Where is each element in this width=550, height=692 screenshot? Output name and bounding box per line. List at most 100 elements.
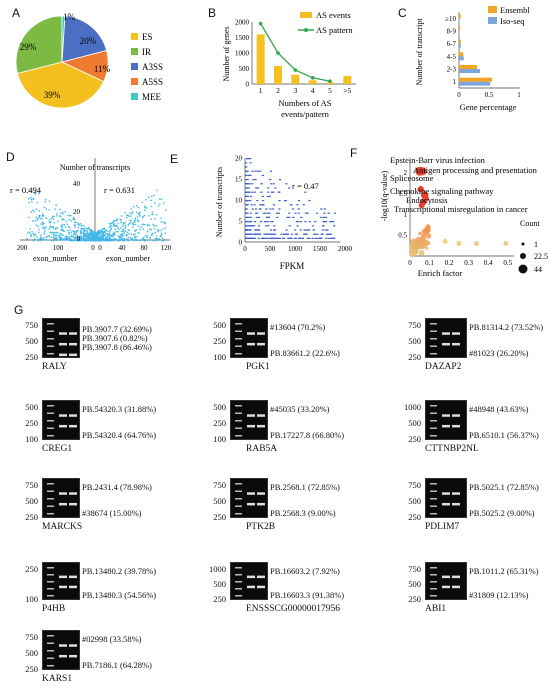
- b-ytick: 500: [239, 65, 250, 73]
- gel-ladder-label: 1000: [404, 402, 421, 412]
- e-point: [269, 170, 273, 172]
- d-point: [65, 236, 68, 239]
- c-legend-iso-swatch: [488, 17, 497, 24]
- gel-ladder-label: 500: [408, 579, 421, 589]
- d-point: [131, 238, 133, 240]
- d-point: [129, 212, 131, 215]
- e-point: [329, 221, 332, 223]
- e-point: [257, 216, 261, 218]
- d-point: [89, 237, 92, 240]
- gel-name: ABI1: [425, 604, 447, 614]
- gel-band: [69, 654, 77, 658]
- d-point: [113, 234, 115, 237]
- b-legend-events-swatch: [300, 12, 312, 18]
- d-point: [43, 226, 45, 228]
- d-point: [96, 237, 99, 239]
- gel-raly: 750 500 250 PB.3907.7 (32.69%) PB.3907.6 (0.…: [12, 318, 192, 380]
- d-point: [113, 223, 115, 226]
- d-point: [79, 231, 82, 233]
- gel-band: [452, 342, 460, 346]
- d-point: [43, 227, 46, 230]
- d-point: [160, 221, 162, 223]
- d-point: [72, 218, 74, 220]
- d-point: [75, 236, 77, 238]
- c-xlabel: Gene percentage: [460, 102, 517, 112]
- gel-ladder-label: 750: [25, 480, 38, 490]
- gel-ladder-band: [235, 490, 242, 492]
- d-point: [136, 216, 139, 218]
- d-point: [100, 232, 103, 234]
- d-point: [144, 206, 146, 209]
- gel-band: [59, 644, 67, 647]
- d-point: [116, 225, 118, 227]
- e-point: [265, 208, 268, 210]
- d-point: [68, 236, 71, 238]
- gel-band: [69, 644, 77, 647]
- d-point: [146, 235, 148, 237]
- d-point: [73, 236, 75, 239]
- d-point: [94, 239, 96, 241]
- e-point: [245, 179, 248, 181]
- e-point: [248, 183, 251, 185]
- gel-band: [452, 585, 460, 589]
- gel-band: [69, 414, 77, 417]
- d-point: [137, 239, 140, 242]
- c-bar-ensembl: [459, 14, 461, 19]
- e-point: [247, 221, 250, 223]
- d-point: [154, 232, 156, 234]
- gel-ladder-band: [47, 490, 54, 492]
- gel-ladder-band: [47, 642, 54, 644]
- gel-ladder-band: [430, 498, 437, 500]
- e-point: [296, 225, 299, 227]
- d-point: [102, 237, 105, 240]
- d-point: [113, 220, 115, 222]
- d-point: [135, 211, 138, 213]
- d-point: [155, 224, 157, 227]
- d-point: [73, 224, 76, 226]
- d-point: [52, 218, 55, 220]
- d-point: [40, 238, 43, 240]
- d-point: [51, 226, 54, 228]
- f-point: [423, 226, 431, 234]
- d-point: [122, 223, 124, 226]
- d-point: [103, 228, 105, 230]
- d-point: [152, 239, 154, 242]
- d-point: [63, 230, 65, 232]
- f-term-ebv: Epstein-Barr virus infection: [390, 155, 486, 165]
- gel-band: [59, 353, 67, 357]
- e-point: [305, 212, 308, 214]
- d-point: [123, 238, 125, 240]
- d-point: [61, 226, 63, 228]
- d-point: [117, 227, 119, 229]
- d-point: [59, 239, 61, 241]
- e-point: [259, 221, 263, 223]
- gel-ladder-label: 750: [213, 480, 226, 490]
- e-point: [295, 221, 299, 223]
- d-point: [148, 224, 151, 227]
- e-point: [277, 212, 281, 214]
- d-point: [69, 229, 71, 231]
- d-point: [99, 231, 101, 234]
- e-point: [249, 233, 252, 235]
- d-point: [29, 233, 32, 235]
- d-r-left: r = 0.494: [10, 185, 42, 195]
- e-point: [314, 237, 317, 239]
- d-point: [155, 235, 158, 237]
- d-point: [84, 230, 86, 232]
- gel-ladder-band: [430, 505, 437, 507]
- d-point: [37, 238, 40, 241]
- gel-ladder-band: [430, 483, 437, 485]
- panel-letter-g: G: [14, 303, 24, 317]
- d-point: [108, 235, 110, 238]
- e-point: [301, 237, 305, 239]
- c-bar-ensembl: [459, 27, 461, 31]
- b-pattern-point: [258, 21, 263, 26]
- d-point: [77, 226, 80, 229]
- d-point: [115, 238, 117, 240]
- gel-image: [425, 400, 467, 440]
- gel-ladder-band: [47, 435, 54, 437]
- d-point: [135, 204, 138, 207]
- d-point: [91, 237, 93, 239]
- d-point: [104, 228, 106, 231]
- d-point: [81, 228, 83, 231]
